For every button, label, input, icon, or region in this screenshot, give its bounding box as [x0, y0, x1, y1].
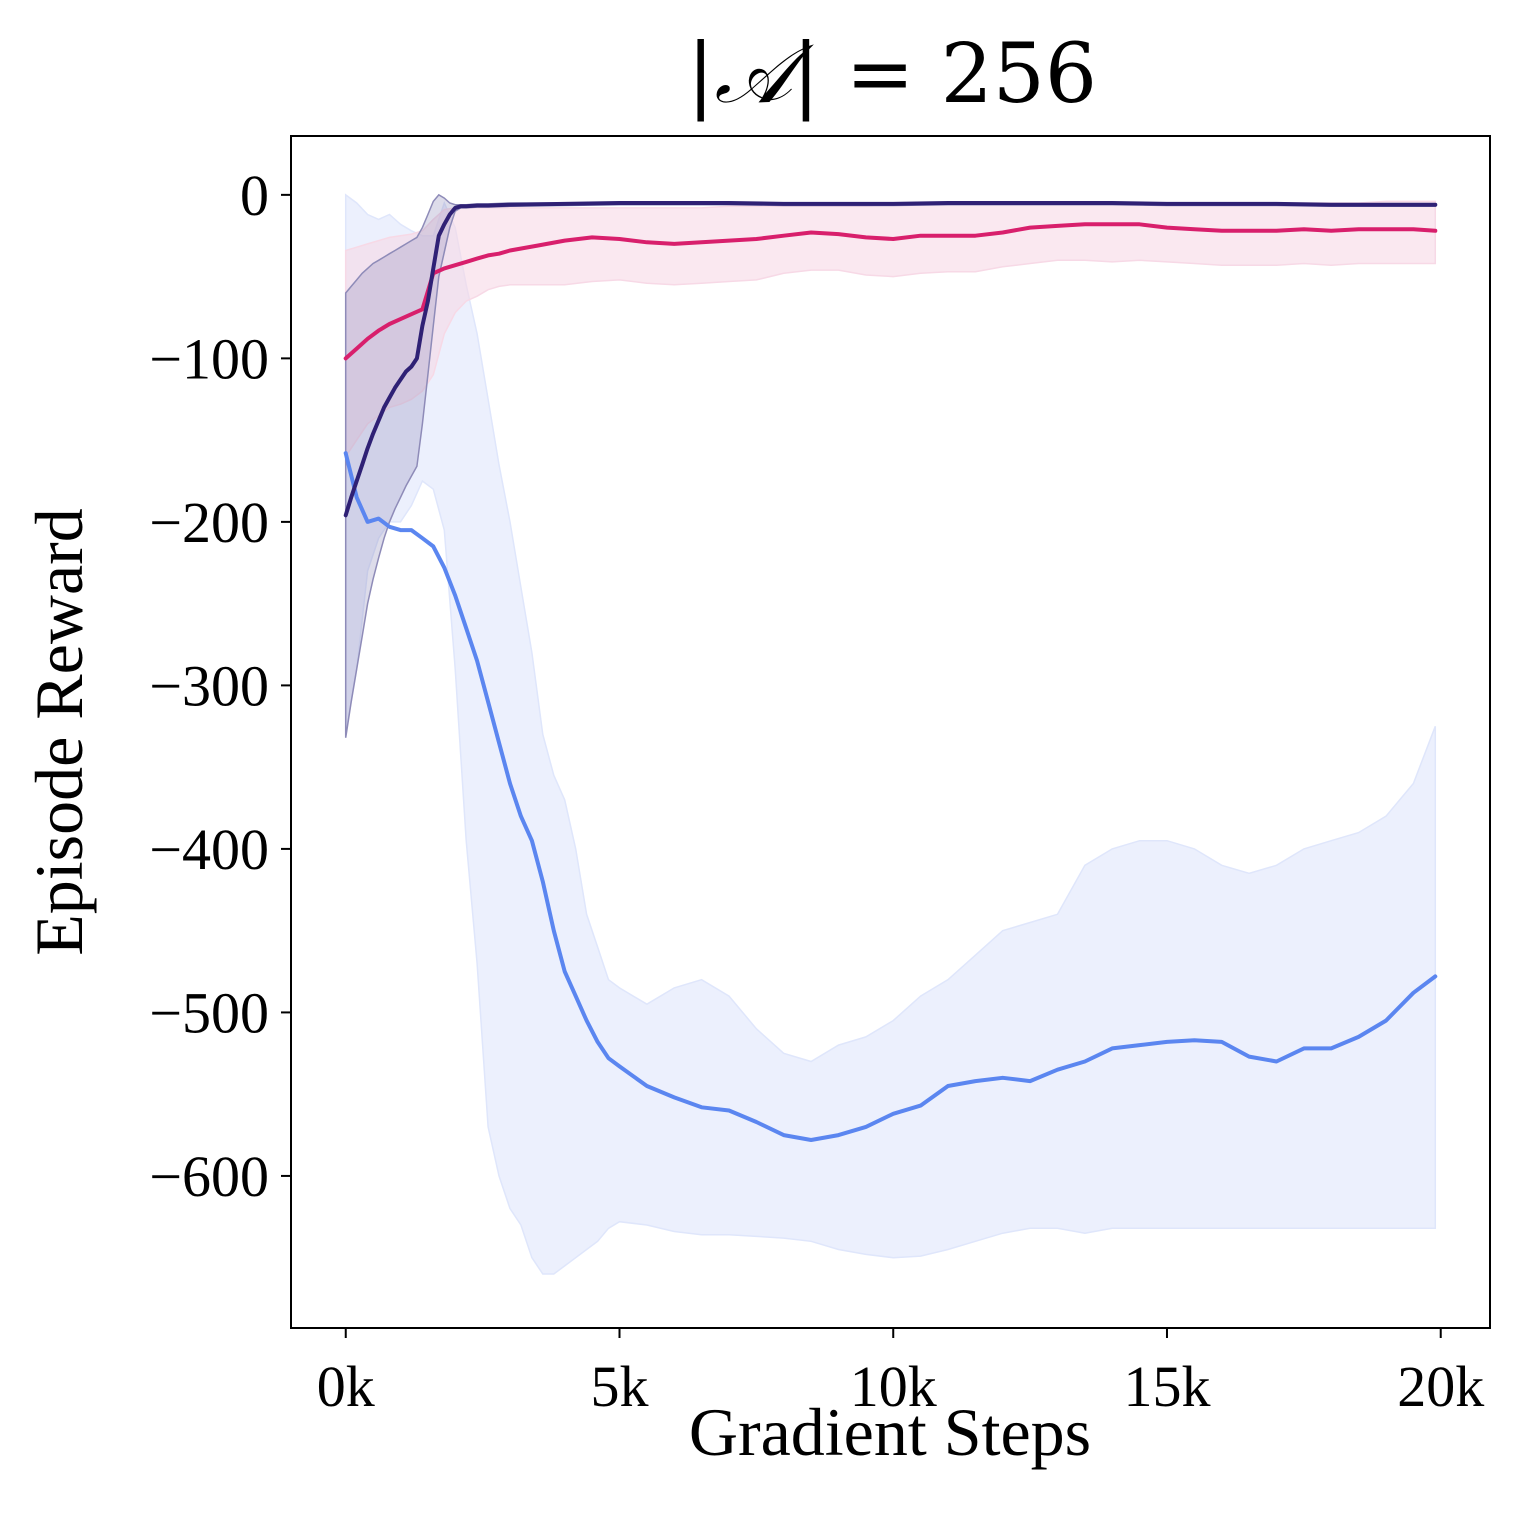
plot-frame [290, 135, 1491, 1329]
y-axis-label: Episode Reward [21, 508, 97, 956]
x-tick-label: 10k [850, 1354, 937, 1419]
y-tick-label: −200 [149, 490, 269, 555]
series-2-band [344, 200, 1437, 459]
series-lines [343, 201, 1438, 1142]
confidence-bands [344, 193, 1437, 1275]
chart-title-right: | = 256 [792, 27, 1097, 122]
x-tick-label: 15k [1123, 1354, 1210, 1419]
chart-title: |𝒜| = 256 [687, 27, 1097, 122]
y-tick-label: −500 [149, 980, 269, 1045]
y-axis-ticks: 0 −100 −200 −300 −400 −500 −600 [149, 163, 291, 1209]
x-tick-label: 5k [590, 1354, 648, 1419]
x-tick-label: 0k [317, 1354, 375, 1419]
series-1-line [343, 451, 1438, 1142]
chart-title-left: | [687, 27, 715, 122]
series-1-band [344, 193, 1437, 1275]
y-tick-label: 0 [240, 163, 269, 228]
series-3-line [343, 201, 1438, 518]
x-tick-label: 20k [1397, 1354, 1484, 1419]
x-axis-ticks: 0k 5k 10k 15k 20k [317, 1328, 1484, 1419]
x-axis-label: Gradient Steps [689, 1394, 1091, 1470]
series-2-line [343, 222, 1438, 361]
y-tick-label: −600 [149, 1144, 269, 1209]
y-tick-label: −400 [149, 817, 269, 882]
y-tick-label: −100 [149, 326, 269, 391]
y-tick-label: −300 [149, 653, 269, 718]
